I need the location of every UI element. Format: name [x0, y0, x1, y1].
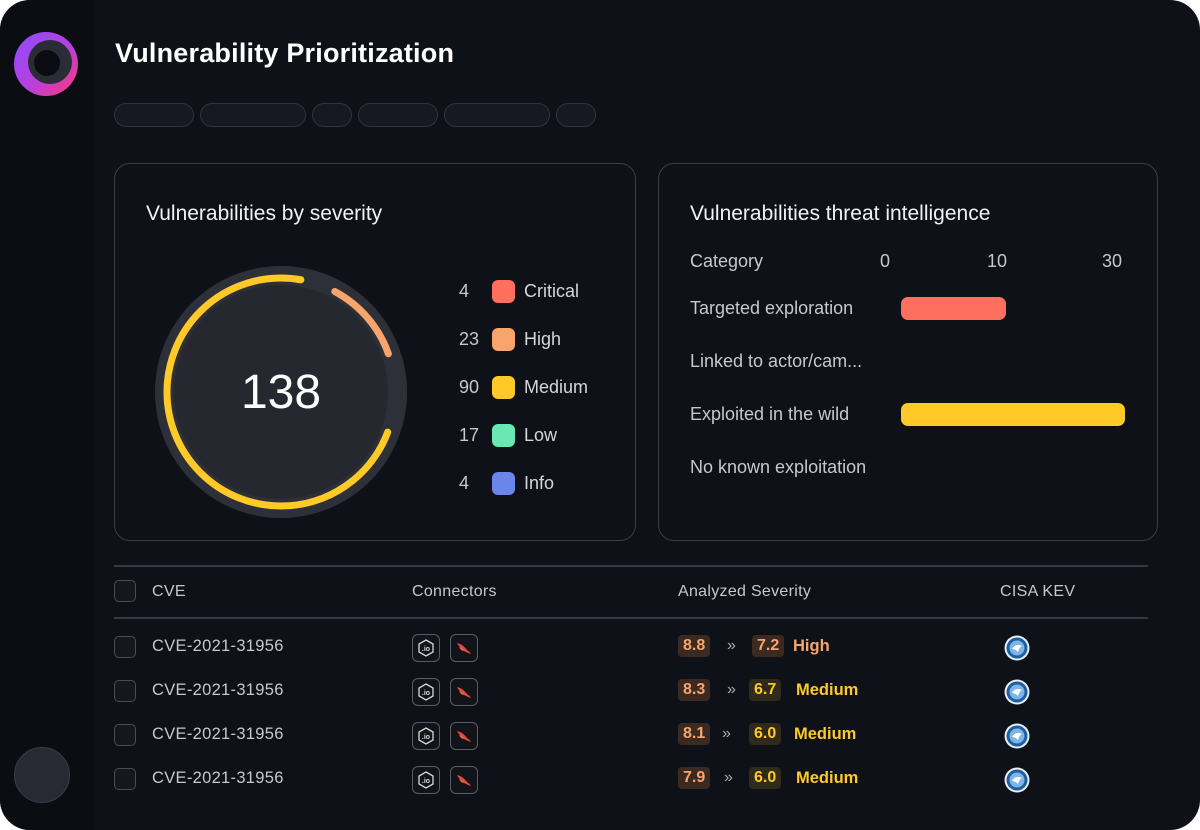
row-checkbox[interactable]: [114, 768, 136, 790]
analyzed-score: 6.0: [749, 723, 782, 745]
original-score: 8.3: [678, 679, 711, 701]
app-logo-icon[interactable]: [14, 32, 78, 96]
legend-swatch: [492, 375, 515, 399]
filter-chip[interactable]: [312, 103, 352, 127]
arrow-right-icon: »: [727, 681, 736, 698]
svg-text:.io: .io: [422, 646, 430, 653]
select-all-checkbox[interactable]: [114, 580, 136, 602]
legend-label: High: [524, 328, 562, 349]
row-checkbox[interactable]: [114, 680, 136, 702]
ti-row-label: Targeted exploration: [690, 298, 854, 318]
severity-label: High: [793, 637, 830, 655]
original-score: 7.9: [678, 767, 711, 789]
legend-swatch: [492, 423, 515, 447]
svg-text:.io: .io: [422, 734, 430, 741]
legend-swatch: [492, 471, 515, 495]
analyzed-score: 6.7: [749, 679, 782, 701]
filter-chip[interactable]: [444, 103, 550, 127]
original-score: 8.1: [678, 723, 711, 745]
filter-chip[interactable]: [556, 103, 596, 127]
legend-count: 90: [459, 376, 480, 397]
legend-item-info[interactable]: 4 Info: [459, 471, 554, 495]
ti-bar-targeted-exploration[interactable]: [901, 297, 1006, 320]
threat-intel-card: Vulnerabilities threat intelligence Cate…: [658, 163, 1158, 541]
legend-label: Medium: [524, 376, 589, 397]
filter-chip[interactable]: [200, 103, 306, 127]
arrow-right-icon: »: [722, 725, 731, 742]
legend-item-low[interactable]: 17 Low: [459, 423, 557, 447]
io-connector-icon[interactable]: .io: [412, 634, 440, 662]
legend-item-critical[interactable]: 4 Critical: [459, 279, 579, 303]
legend-count: 23: [459, 328, 480, 349]
crowdstrike-falcon-icon[interactable]: [450, 678, 478, 706]
severity-label: Medium: [796, 769, 859, 787]
cisa-seal-icon[interactable]: [1004, 767, 1030, 793]
column-header-cve[interactable]: CVE: [152, 583, 186, 600]
ti-bar-exploited-in-the-wild[interactable]: [901, 403, 1125, 426]
cve-id[interactable]: CVE-2021-31956: [152, 681, 284, 699]
threat-intel-card-title: Vulnerabilities threat intelligence: [690, 202, 991, 225]
original-score: 8.8: [678, 635, 711, 657]
axis-tick: 0: [880, 251, 891, 271]
donut-medium-segment: [163, 274, 399, 510]
legend-label: Info: [524, 472, 555, 493]
crowdstrike-falcon-icon[interactable]: [450, 766, 478, 794]
severity-label: Medium: [794, 725, 857, 743]
legend-label: Critical: [524, 280, 580, 301]
analyzed-score: 6.0: [749, 767, 782, 789]
legend-item-high[interactable]: 23 High: [459, 327, 561, 351]
cisa-seal-icon[interactable]: [1004, 679, 1030, 705]
donut-center: [174, 285, 388, 499]
legend-swatch: [492, 279, 515, 303]
page-title: Vulnerability Prioritization: [115, 38, 455, 68]
cve-id[interactable]: CVE-2021-31956: [152, 637, 284, 655]
cve-id[interactable]: CVE-2021-31956: [152, 725, 284, 743]
crowdstrike-falcon-icon[interactable]: [450, 634, 478, 662]
legend-swatch: [492, 327, 515, 351]
legend-label: Low: [524, 424, 558, 445]
arrow-right-icon: »: [727, 637, 736, 654]
ti-row-label: No known exploitation: [690, 457, 867, 477]
severity-label: Medium: [796, 681, 859, 699]
legend-item-medium[interactable]: 90 Medium: [459, 375, 588, 399]
sidebar: [0, 0, 94, 830]
severity-card: Vulnerabilities by severity 138 4 Critic…: [114, 163, 636, 541]
cve-id[interactable]: CVE-2021-31956: [152, 769, 284, 787]
axis-tick: 30: [1102, 251, 1123, 271]
row-checkbox[interactable]: [114, 724, 136, 746]
table-top-divider: [114, 565, 1148, 567]
ti-row-label: Exploited in the wild: [690, 404, 850, 424]
table-header-divider: [114, 617, 1148, 619]
cisa-seal-icon[interactable]: [1004, 635, 1030, 661]
legend-count: 17: [459, 424, 480, 445]
severity-donut-chart: 138: [155, 266, 407, 518]
legend-count: 4: [459, 280, 470, 301]
io-connector-icon[interactable]: .io: [412, 722, 440, 750]
column-header-connectors[interactable]: Connectors: [412, 583, 497, 600]
user-avatar[interactable]: [14, 747, 70, 803]
category-header: Category: [690, 251, 764, 271]
filter-chip[interactable]: [358, 103, 438, 127]
crowdstrike-falcon-icon[interactable]: [450, 722, 478, 750]
svg-text:.io: .io: [422, 778, 430, 785]
axis-tick: 10: [987, 251, 1008, 271]
column-header-analyzed-severity[interactable]: Analyzed Severity: [678, 583, 812, 600]
analyzed-score: 7.2: [752, 635, 785, 657]
io-connector-icon[interactable]: .io: [412, 678, 440, 706]
filter-chip[interactable]: [114, 103, 194, 127]
legend-count: 4: [459, 472, 470, 493]
io-connector-icon[interactable]: .io: [412, 766, 440, 794]
column-header-cisa-kev[interactable]: CISA KEV: [1000, 583, 1076, 600]
severity-card-title: Vulnerabilities by severity: [146, 202, 383, 225]
severity-total: 138: [241, 366, 321, 419]
cisa-seal-icon[interactable]: [1004, 723, 1030, 749]
arrow-right-icon: »: [724, 769, 733, 786]
svg-text:.io: .io: [422, 690, 430, 697]
row-checkbox[interactable]: [114, 636, 136, 658]
ti-row-label: Linked to actor/cam...: [690, 351, 863, 371]
